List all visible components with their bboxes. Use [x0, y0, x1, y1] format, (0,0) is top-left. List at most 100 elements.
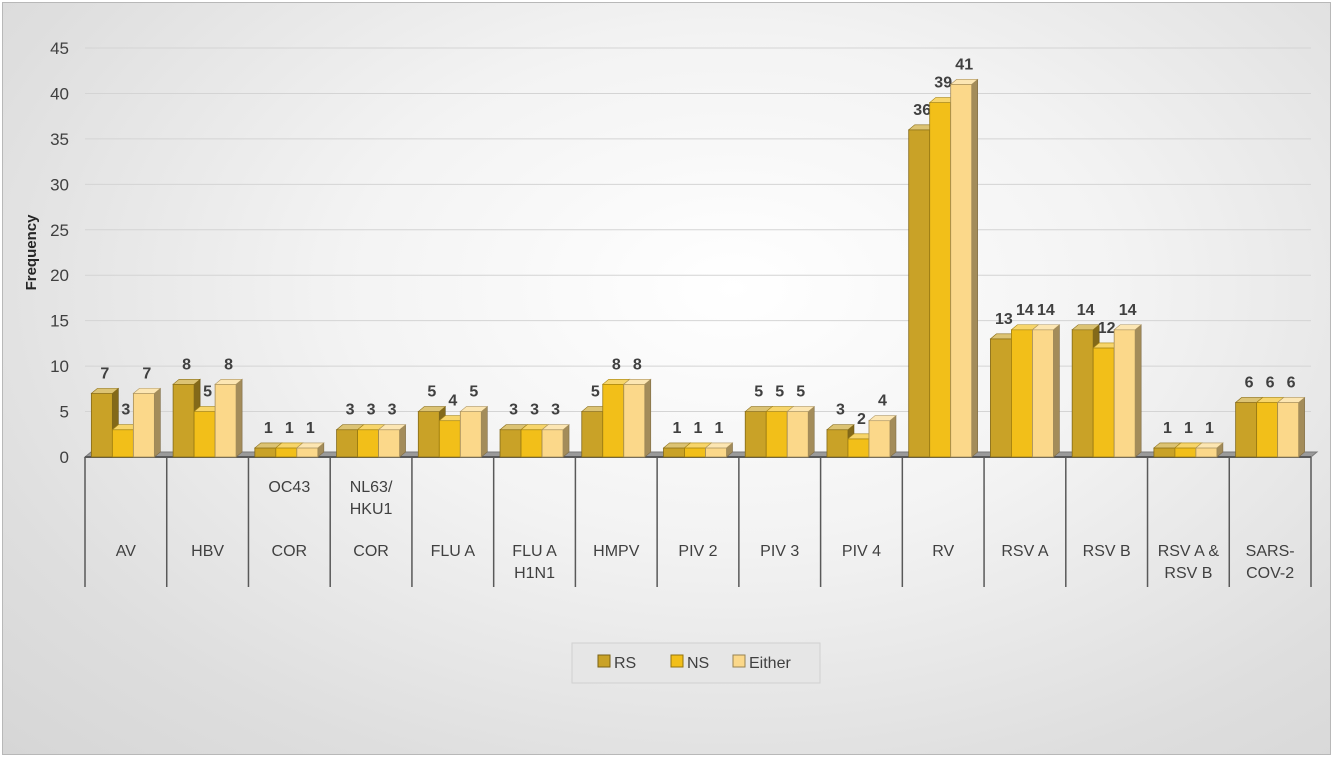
y-tick-label: 5: [60, 403, 69, 422]
bar-top: [1276, 397, 1306, 403]
legend-swatch-rs: [597, 654, 611, 668]
bar-side: [971, 78, 979, 458]
category-label: COR: [272, 543, 308, 560]
data-label: 8: [633, 356, 642, 373]
bar-top: [417, 406, 447, 412]
bar-front: [1256, 402, 1279, 458]
bar-side: [399, 424, 406, 458]
bar-front: [520, 429, 543, 458]
data-label: 5: [427, 384, 436, 401]
bar-front: [111, 429, 134, 458]
category-label: HBV: [191, 543, 224, 560]
y-tick-label: 20: [50, 266, 69, 285]
data-label: 14: [1016, 302, 1034, 319]
data-label: 3: [836, 402, 845, 419]
bar-front: [581, 411, 604, 458]
bar-side: [1053, 324, 1060, 458]
data-label: 5: [203, 384, 212, 401]
y-tick-label: 45: [50, 39, 69, 58]
bar-either: [459, 405, 489, 458]
bar-top: [172, 378, 201, 385]
bar-front: [929, 102, 952, 458]
category-label: HMPV: [593, 543, 640, 560]
bar-front: [1113, 329, 1136, 458]
legend-box: [571, 642, 821, 684]
bar-top: [214, 378, 243, 385]
bar-side: [154, 387, 161, 458]
data-label: 3: [530, 402, 539, 419]
bar-front: [663, 447, 685, 458]
bar-side: [1298, 396, 1305, 458]
bar-front: [193, 411, 216, 458]
data-label: 1: [694, 420, 703, 437]
category-label: H1N1: [514, 565, 555, 582]
category-label: RSV A &: [1158, 543, 1220, 560]
bar-side: [1134, 324, 1142, 458]
data-label: 1: [673, 420, 682, 437]
category-label: RSV B: [1083, 543, 1131, 560]
bar-front: [744, 411, 767, 458]
data-label: 3: [551, 402, 560, 419]
bar-either: [1113, 324, 1142, 458]
data-label: 1: [715, 420, 724, 437]
bar-front: [765, 411, 788, 458]
bar-front: [623, 383, 646, 458]
y-tick-label: 30: [50, 175, 69, 194]
bar-front: [275, 447, 298, 458]
data-label: 14: [1037, 302, 1055, 319]
bar-top: [377, 424, 407, 431]
bar-top: [826, 424, 855, 431]
category-label: COV-2: [1246, 565, 1294, 582]
y-axis-label: Frequency: [23, 214, 40, 291]
bar-front: [541, 429, 564, 458]
bar-top: [704, 442, 734, 449]
bar-either: [214, 378, 243, 458]
bar-side: [562, 424, 570, 458]
data-label: 6: [1287, 374, 1296, 391]
data-label: 2: [857, 411, 866, 428]
bar-front: [254, 447, 277, 458]
category-label: RV: [932, 543, 954, 560]
bar-either: [1195, 442, 1224, 458]
data-label: 5: [754, 384, 763, 401]
bar-front: [132, 392, 155, 458]
category-label: RSV B: [1164, 565, 1212, 582]
bar-top: [1071, 324, 1100, 331]
data-label: 3: [509, 402, 518, 419]
bar-front: [1277, 402, 1300, 458]
legend-swatch-ns: [670, 654, 684, 668]
bar-either: [1031, 324, 1061, 458]
bar-either: [786, 405, 816, 458]
category-label: FLU A: [431, 543, 476, 560]
category-label: PIV 4: [842, 543, 881, 560]
data-label: 6: [1266, 374, 1275, 391]
bar-front: [172, 383, 195, 458]
bar-front: [336, 429, 358, 458]
bar-either: [704, 442, 734, 458]
bar-either: [541, 424, 570, 458]
legend-label-ns: NS: [687, 655, 709, 672]
data-label: 8: [182, 356, 191, 373]
data-label: 1: [264, 420, 273, 437]
bar-front: [1195, 447, 1218, 458]
data-label: 12: [1098, 320, 1116, 337]
bar-either: [132, 387, 162, 458]
bar-front: [1092, 347, 1115, 458]
bar-front: [1174, 447, 1197, 458]
bar-top: [132, 388, 162, 394]
data-label: 7: [100, 365, 109, 382]
data-label: 1: [1184, 420, 1193, 437]
bar-front: [786, 411, 809, 458]
data-label: 3: [388, 402, 397, 419]
bar-top: [868, 415, 897, 421]
bar-front: [826, 429, 849, 458]
bar-front: [378, 429, 400, 458]
data-label: 1: [285, 420, 294, 437]
bar-top: [296, 442, 325, 449]
bar-ns: [847, 433, 876, 458]
bar-either: [868, 415, 897, 458]
data-label: 1: [1163, 420, 1172, 437]
bar-front: [1071, 329, 1094, 458]
data-label: 5: [796, 384, 805, 401]
legend-label-either: Either: [749, 655, 791, 672]
